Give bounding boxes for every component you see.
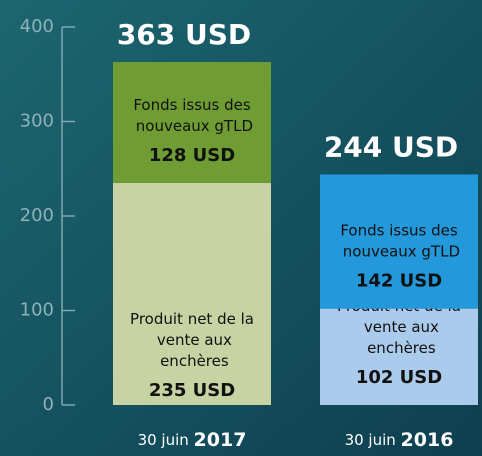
segment-name: Produit net de la vente aux enchères — [130, 310, 254, 370]
segment-name: Fonds issus des nouveaux gTLD — [131, 95, 253, 134]
segment-value-label: 235 USD — [149, 380, 235, 401]
segment-value-label: 142 USD — [356, 271, 442, 292]
x-tick-label: 30 juin 2016 — [345, 429, 454, 451]
segment-value-label: 102 USD — [356, 367, 442, 388]
y-tick-label: 300 — [20, 111, 54, 132]
bar-segment — [113, 182, 271, 405]
y-tick-label: 100 — [20, 300, 54, 321]
bar-segment — [113, 61, 271, 183]
total-label: 244 USD — [324, 130, 458, 163]
total-label: 363 USD — [117, 18, 251, 51]
y-tick-label: 0 — [43, 394, 54, 415]
bar-segment — [320, 308, 478, 405]
segment-name: Fonds issus des nouveaux gTLD — [338, 221, 460, 260]
segment-value-label: 128 USD — [149, 145, 235, 166]
x-tick-label: 30 juin 2017 — [138, 429, 247, 451]
y-tick-label: 400 — [20, 16, 54, 37]
y-tick-label: 200 — [20, 205, 54, 226]
bar-segment — [320, 174, 478, 309]
